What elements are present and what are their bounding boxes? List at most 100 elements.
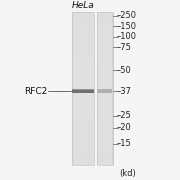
Bar	[97, 123, 112, 125]
Text: HeLa: HeLa	[71, 1, 94, 10]
Bar	[72, 98, 94, 100]
Bar	[97, 12, 112, 14]
Bar	[97, 134, 112, 136]
Bar	[72, 33, 94, 35]
Bar	[97, 91, 112, 92]
Bar	[97, 109, 112, 111]
Bar	[72, 73, 94, 75]
Bar	[97, 138, 112, 140]
Bar	[97, 45, 112, 47]
Bar	[97, 22, 112, 24]
Bar	[97, 104, 112, 106]
Bar	[72, 37, 94, 39]
Bar	[72, 104, 94, 106]
Bar	[72, 69, 94, 71]
Bar	[97, 51, 112, 52]
Bar	[72, 31, 94, 33]
Bar	[97, 18, 112, 20]
Text: –20: –20	[116, 123, 131, 132]
Bar	[72, 28, 94, 30]
Bar	[97, 41, 112, 43]
Bar	[72, 45, 94, 47]
Bar	[72, 138, 94, 140]
Text: –50: –50	[116, 66, 131, 75]
Bar	[72, 14, 94, 16]
Text: –15: –15	[116, 139, 131, 148]
Bar	[72, 142, 94, 144]
Bar	[97, 68, 112, 69]
Bar	[97, 96, 112, 98]
Bar	[97, 33, 112, 35]
Bar	[97, 121, 112, 123]
Bar	[72, 64, 94, 66]
Bar	[72, 12, 94, 14]
Bar	[97, 146, 112, 148]
Bar	[72, 127, 94, 129]
Bar	[97, 148, 112, 149]
Bar	[97, 144, 112, 146]
Bar	[97, 16, 112, 18]
Bar	[72, 129, 94, 130]
Bar	[72, 18, 94, 20]
Bar	[97, 37, 112, 39]
Bar	[72, 60, 94, 62]
Bar	[97, 155, 112, 157]
Bar	[72, 24, 94, 26]
Bar	[72, 100, 94, 102]
Bar	[72, 136, 94, 138]
Bar	[72, 119, 94, 121]
Bar	[97, 151, 112, 153]
Bar	[97, 113, 112, 115]
Bar	[72, 109, 94, 111]
Bar	[72, 54, 94, 56]
Bar	[72, 26, 94, 28]
Bar	[72, 148, 94, 149]
Bar	[72, 77, 94, 79]
Bar	[97, 14, 112, 16]
Bar	[97, 149, 112, 151]
Bar	[72, 81, 94, 83]
Bar	[72, 111, 94, 113]
Bar	[97, 58, 112, 60]
Bar	[97, 153, 112, 155]
Text: –150: –150	[116, 22, 136, 31]
Bar	[72, 151, 94, 153]
Bar	[97, 130, 112, 132]
Bar	[72, 91, 94, 92]
Bar	[97, 31, 112, 33]
Bar	[97, 119, 112, 121]
Bar	[72, 16, 94, 18]
Bar	[72, 153, 94, 155]
Bar	[97, 117, 112, 119]
Bar	[97, 20, 112, 22]
Bar	[97, 35, 112, 37]
Bar	[72, 43, 94, 45]
Bar	[97, 102, 112, 104]
Bar	[72, 39, 94, 41]
Bar	[97, 157, 112, 159]
Bar	[97, 161, 112, 163]
Bar	[97, 52, 112, 54]
Bar	[97, 83, 112, 85]
Bar	[97, 75, 112, 77]
Bar	[72, 117, 94, 119]
Bar	[72, 52, 94, 54]
Bar	[72, 146, 94, 148]
Bar	[97, 12, 112, 165]
Bar	[72, 75, 94, 77]
Bar	[72, 130, 94, 132]
Bar	[72, 121, 94, 123]
Bar	[72, 89, 94, 93]
Bar	[72, 108, 94, 109]
Bar	[97, 163, 112, 165]
Bar	[97, 129, 112, 130]
Bar	[97, 60, 112, 62]
Bar	[72, 94, 94, 96]
Bar	[72, 87, 94, 89]
Bar	[97, 136, 112, 138]
Text: RFC2: RFC2	[24, 87, 48, 96]
Bar	[72, 155, 94, 157]
Bar	[97, 28, 112, 30]
Bar	[72, 58, 94, 60]
Bar	[72, 68, 94, 69]
